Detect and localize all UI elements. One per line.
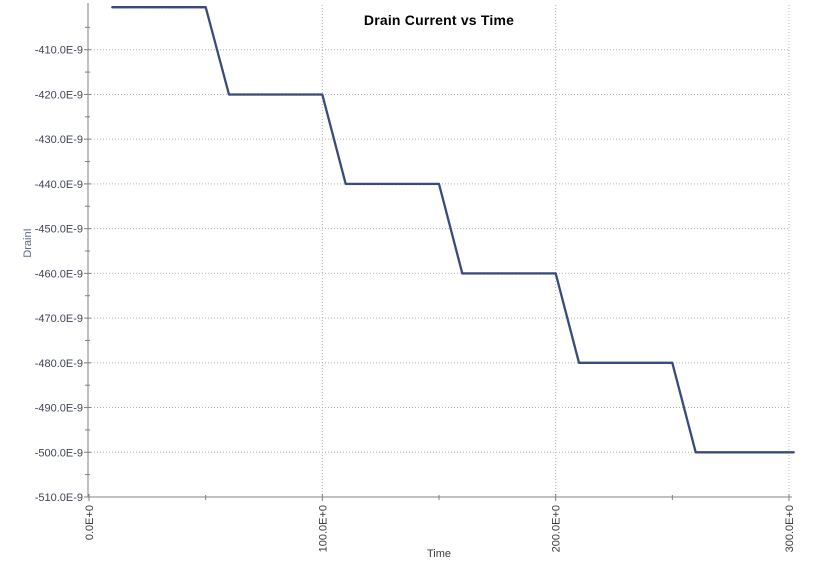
y-tick-label: -420.0E-9 [35, 89, 83, 101]
y-tick-label: -450.0E-9 [35, 224, 83, 236]
y-tick-label: -410.0E-9 [35, 45, 83, 57]
y-tick-label: -430.0E-9 [35, 134, 83, 146]
y-tick-label: -510.0E-9 [35, 492, 83, 504]
y-tick-label: -440.0E-9 [35, 179, 83, 191]
chart-title: Drain Current vs Time [363, 12, 515, 28]
x-tick-label: 0.0E+0 [84, 505, 96, 540]
x-axis-title: Time [426, 548, 452, 560]
y-tick-label: -480.0E-9 [35, 358, 83, 370]
series-line [111, 6, 795, 454]
y-tick-label: -460.0E-9 [35, 268, 83, 280]
x-tick-label: 100.0E+0 [317, 505, 329, 552]
x-tick-label: 200.0E+0 [551, 505, 563, 552]
y-tick-label: -470.0E-9 [35, 313, 83, 325]
x-tick-label: 300.0E+0 [784, 505, 796, 552]
y-tick-label: -490.0E-9 [35, 403, 83, 415]
y-axis-title: DrainI [22, 228, 34, 257]
y-tick-label: -500.0E-9 [35, 447, 83, 459]
